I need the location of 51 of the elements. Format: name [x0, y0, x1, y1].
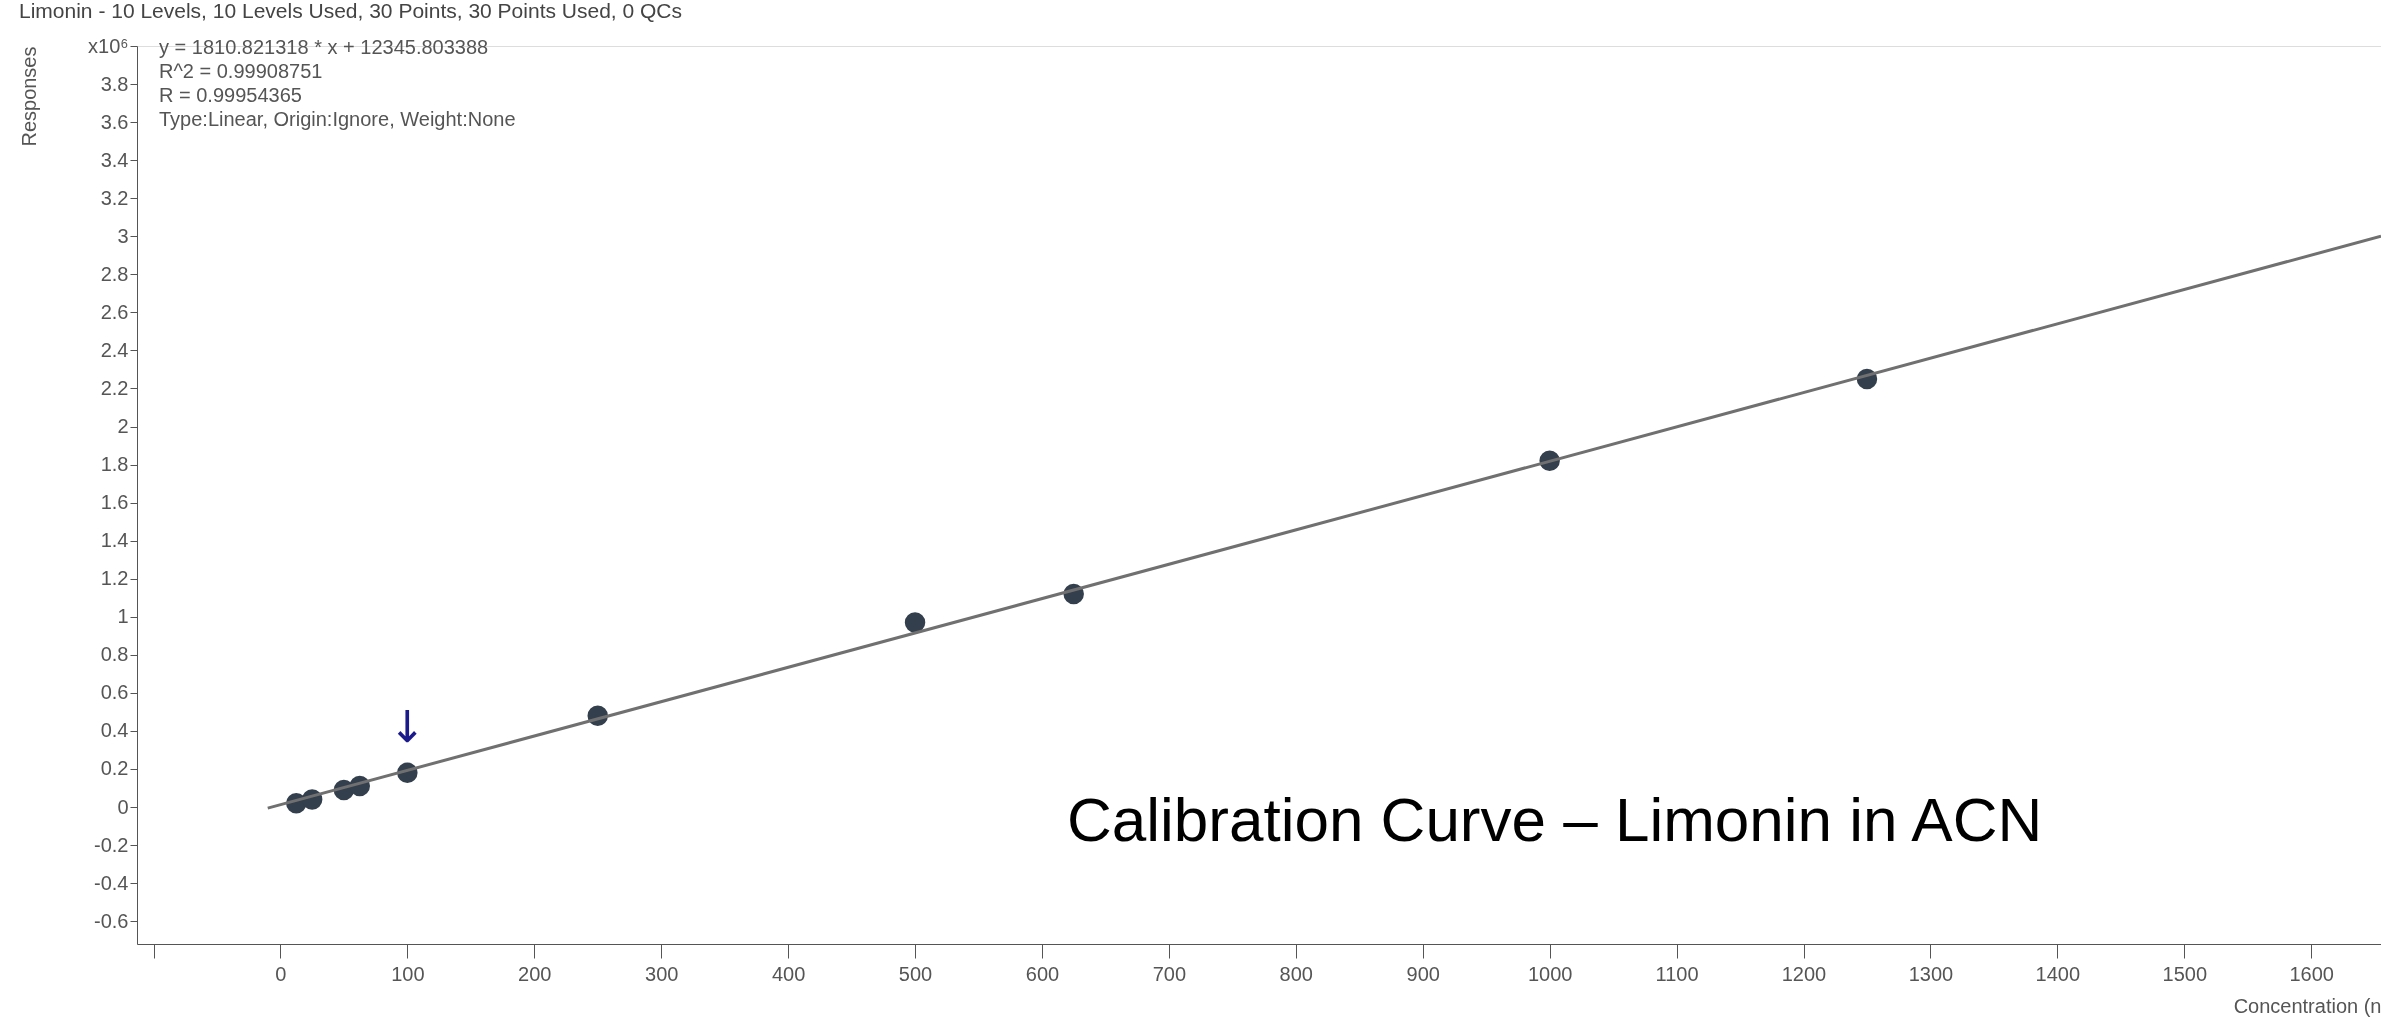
y-tick-label: 3.8: [100, 72, 129, 95]
x-tick-label: 900: [1406, 962, 1440, 985]
point: [904, 612, 926, 633]
y-tick-label: 0: [117, 795, 129, 818]
annotation: Type:Linear, Origin:Ignore, Weight:None: [159, 108, 516, 130]
x-tick-label: 800: [1279, 962, 1313, 985]
y-tick-label: 3.2: [100, 186, 129, 209]
y-tick-label: 2.2: [100, 376, 129, 399]
x-tick-label: 1600: [2289, 962, 2334, 985]
y-tick-label: -0.4: [94, 871, 129, 894]
y-tick-label: -0.6: [94, 909, 129, 932]
annotation: R = 0.99954365: [159, 84, 302, 106]
x-tick-label: 100: [391, 962, 425, 985]
y-tick-label: 2.6: [100, 300, 129, 323]
x-tick-label: 1500: [2162, 962, 2208, 985]
y-axis-title: Responses: [17, 46, 40, 147]
annotation: ↓: [388, 700, 426, 752]
y-tick-label: 1: [117, 605, 129, 628]
x-tick-label: 500: [898, 962, 933, 985]
y-tick-label: 3.4: [100, 148, 129, 171]
x-tick-label: 400: [771, 962, 806, 985]
x-tick-label: 700: [1152, 962, 1187, 985]
annotation: Calibration Curve – Limonin in ACN: [1067, 785, 2043, 854]
x-tick-label: 1400: [2035, 962, 2081, 985]
annotation: R^2 = 0.99908751: [159, 60, 323, 82]
chart-title: Limonin - 10 Levels, 10 Levels Used, 30 Points, 30 Points Used, 0 QCs: [19, 0, 683, 22]
y-tick-label: 0.2: [100, 757, 129, 780]
x-tick-label: 1200: [1781, 962, 1827, 985]
x-tick-label: 200: [518, 962, 552, 985]
y-tick-label: 2.8: [100, 262, 129, 285]
y-tick-label: 3: [117, 224, 129, 247]
y-tick-label: 1.8: [100, 453, 129, 476]
y-tick-label: 1.2: [100, 567, 129, 590]
y-tick-label: 3.6: [100, 110, 129, 133]
x-tick-label: 600: [1025, 962, 1060, 985]
y-tick-label: 0.6: [100, 681, 129, 704]
y-tick-label: x10⁶: [88, 34, 129, 57]
y-tick-label: 2: [117, 415, 129, 438]
y-tick-label: 1.6: [100, 491, 129, 514]
y-tick-label: 0.8: [100, 643, 129, 666]
x-tick-label: 1300: [1908, 962, 1954, 985]
x-tick-label: 300: [645, 962, 679, 985]
x-axis-title: Concentration (n: [2233, 994, 2381, 1017]
annotation: y = 1810.821318 * x + 12345.803388: [159, 36, 489, 58]
y-tick-label: 0.4: [100, 719, 129, 742]
y-tick-label: 2.4: [100, 338, 129, 361]
y-tick-label: 1.4: [100, 529, 129, 552]
x-tick-label: 0: [275, 962, 287, 985]
y-tick-label: -0.2: [94, 833, 129, 856]
x-tick-label: 1100: [1655, 962, 1699, 985]
x-tick-label: 1000: [1527, 962, 1573, 985]
